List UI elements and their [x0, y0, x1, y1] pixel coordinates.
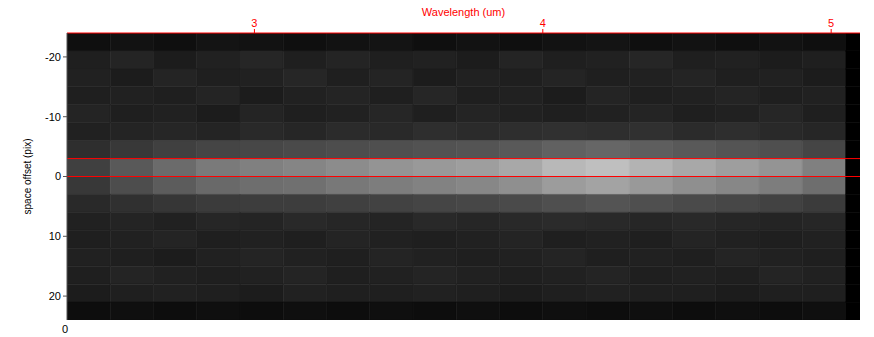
svg-text:Wavelength (um): Wavelength (um): [422, 6, 505, 18]
svg-text:0: 0: [55, 170, 61, 182]
svg-text:4: 4: [540, 17, 546, 29]
html-text:0: 0: [62, 323, 69, 335]
svg-text:10: 10: [49, 230, 61, 242]
svg-text:20: 20: [49, 290, 61, 302]
svg-text:-20: -20: [45, 51, 61, 63]
svg-text:-10: -10: [45, 111, 61, 123]
svg-text:space offset (pix): space offset (pix): [22, 139, 33, 215]
svg-text:3: 3: [251, 17, 257, 29]
svg-text:5: 5: [828, 17, 834, 29]
